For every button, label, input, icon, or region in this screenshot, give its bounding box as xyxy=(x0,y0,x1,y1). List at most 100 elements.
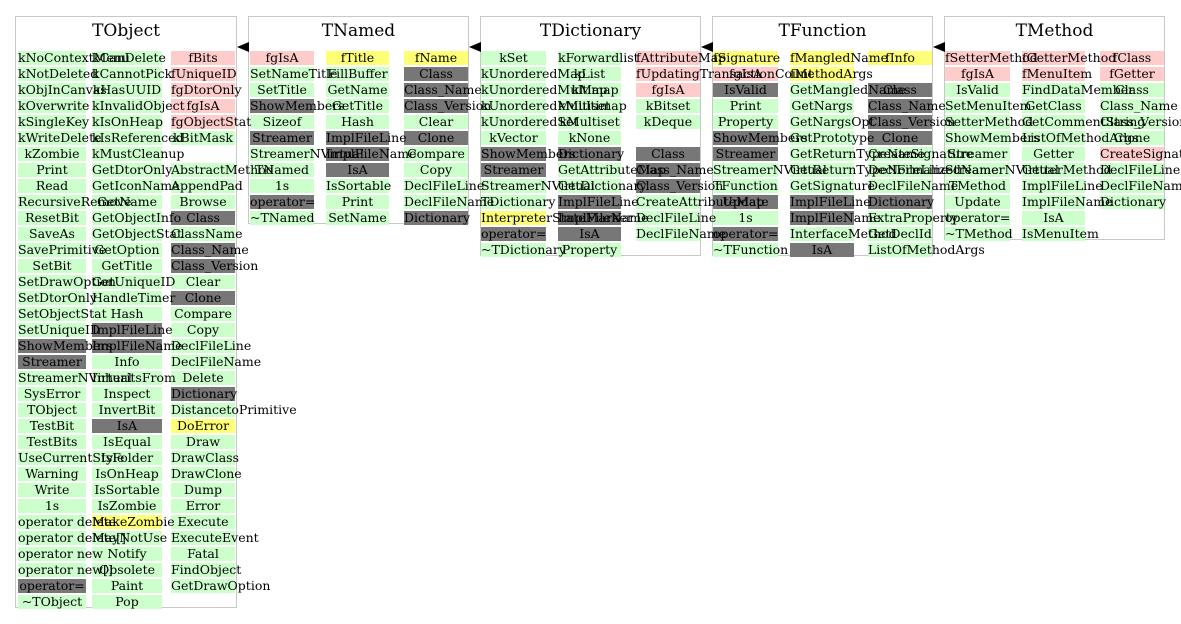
member-name: StreamerNVirtual xyxy=(945,162,1059,177)
member-cell: ImplFileName xyxy=(790,211,881,225)
member-name: GetTitle xyxy=(331,98,384,113)
member-name: fSignature xyxy=(713,50,781,65)
member-cell: RecursiveRemove xyxy=(18,195,131,209)
member-cell: GetterMethod xyxy=(1022,163,1112,177)
member-name: fgDtorOnly xyxy=(171,82,242,97)
member-name: Compare xyxy=(407,146,465,161)
member-cell: IsSortable xyxy=(92,483,162,497)
member-name: fSetterMethod xyxy=(945,50,1038,65)
member-name: Dictionary xyxy=(1100,194,1167,209)
member-cell: kUnorderedMultiset xyxy=(481,99,610,113)
member-cell: kList xyxy=(558,67,621,81)
member-name: Sizeof xyxy=(262,114,302,129)
member-name: ImplFileLine xyxy=(92,322,173,337)
member-cell: Error xyxy=(171,499,235,513)
member-cell: 1s xyxy=(18,499,86,513)
member-cell: GetMangledName xyxy=(790,83,906,97)
member-name: fGetter xyxy=(1109,66,1155,81)
member-cell: kInvalidObject xyxy=(92,99,185,113)
member-name: Print xyxy=(36,162,68,177)
member-name: fName xyxy=(414,50,458,65)
member-cell: Clear xyxy=(404,115,468,129)
member-cell: kIsOnHeap xyxy=(92,115,163,129)
member-name: DeclFileLine xyxy=(404,178,485,193)
member-name: IsSortable xyxy=(326,178,392,193)
member-name: IsSortable xyxy=(94,482,160,497)
member-name: operator new xyxy=(18,546,103,561)
member-name: IsA xyxy=(1043,210,1064,225)
member-cell: GetIconName xyxy=(92,179,180,193)
member-name: Clear xyxy=(185,274,221,289)
member-name: kMultiset xyxy=(559,114,620,129)
member-cell: InterfaceMethod xyxy=(790,227,897,241)
member-cell: StreamerNVirtual xyxy=(18,371,132,385)
member-name: fMenuItem xyxy=(1022,66,1093,81)
member-name: StreamerNVirtual xyxy=(250,146,364,161)
member-cell: kSet xyxy=(481,51,546,65)
member-cell: ~TFunction xyxy=(713,243,788,257)
member-name: fMangledName xyxy=(790,50,888,65)
member-cell: Fatal xyxy=(171,547,235,561)
member-name: Streamer xyxy=(22,354,82,369)
member-name: IsEqual xyxy=(103,434,151,449)
member-name: 1s xyxy=(274,178,290,193)
member-name: operator= xyxy=(945,210,1011,225)
member-cell: Execute xyxy=(171,515,235,529)
member-name: GetOption xyxy=(94,242,160,257)
member-name: GetAttributeMap xyxy=(558,162,666,177)
member-name: SetDrawOption xyxy=(18,274,116,289)
member-cell: TObject xyxy=(18,403,86,417)
member-name: Property xyxy=(717,114,774,129)
member-cell: GetNargsOpt xyxy=(790,115,874,129)
member-cell: kUnorderedMultimap xyxy=(481,83,619,97)
member-name: kHasUUID xyxy=(92,82,162,97)
member-name: ImplFileLine xyxy=(326,130,407,145)
member-name: fgIsA xyxy=(186,98,220,113)
member-name: GetName xyxy=(327,82,388,97)
member-cell: DeclFileLine xyxy=(171,339,251,353)
member-name: Inspect xyxy=(103,386,151,401)
member-cell: SysError xyxy=(18,387,86,401)
member-name: GetterMethod xyxy=(1022,162,1112,177)
member-name: kCanDelete xyxy=(92,50,166,65)
member-name: kBitMask xyxy=(172,130,234,145)
member-cell: IsA xyxy=(326,163,389,177)
member-cell: MayNotUse xyxy=(92,531,167,545)
member-name: fClass xyxy=(1112,50,1152,65)
member-name: operator= xyxy=(481,226,547,241)
member-cell: kMap xyxy=(558,83,621,97)
member-name: DeclFileName xyxy=(636,226,727,241)
member-name: 1s xyxy=(44,498,60,513)
member-name: SetMenuItem xyxy=(945,98,1032,113)
member-name: operator= xyxy=(250,194,316,209)
member-cell: operator= xyxy=(481,227,546,241)
member-name: ~TFunction xyxy=(713,242,789,257)
member-cell: fName xyxy=(404,51,468,65)
member-name: ShowMembers xyxy=(250,98,345,113)
member-name: ImplFileName xyxy=(326,146,417,161)
member-name: Class xyxy=(419,66,453,81)
member-name: ImplFileLine xyxy=(790,194,871,209)
member-cell: fSetterMethod xyxy=(945,51,1038,65)
member-cell: kZombie xyxy=(18,147,86,161)
member-cell: Inspect xyxy=(92,387,162,401)
member-name: kVector xyxy=(489,130,538,145)
member-name: Class_Version xyxy=(404,98,492,113)
member-name: GetDrawOption xyxy=(171,578,271,593)
member-cell: SetterMethod xyxy=(945,115,1033,129)
member-cell: StreamerNVirtual xyxy=(713,163,827,177)
member-name: kUnorderedMultimap xyxy=(481,82,619,97)
member-name: DeclFileLine xyxy=(1100,162,1181,177)
member-name: UseCurrentStyle xyxy=(18,450,125,465)
member-name: MakeZombie xyxy=(92,514,175,529)
member-name: GetCommentString xyxy=(1022,114,1146,129)
member-cell: kMultiset xyxy=(558,115,621,129)
member-cell: Class_Name xyxy=(868,99,946,113)
member-name: kNoContextMenu xyxy=(18,50,130,65)
member-name: fUniqueID xyxy=(171,66,237,81)
member-cell: GetObjectStat xyxy=(92,227,182,241)
member-cell: Streamer xyxy=(713,147,778,161)
member-name: InterfaceMethod xyxy=(790,226,897,241)
member-name: SetterMethod xyxy=(945,114,1034,129)
member-cell: Class_Version xyxy=(636,179,723,193)
